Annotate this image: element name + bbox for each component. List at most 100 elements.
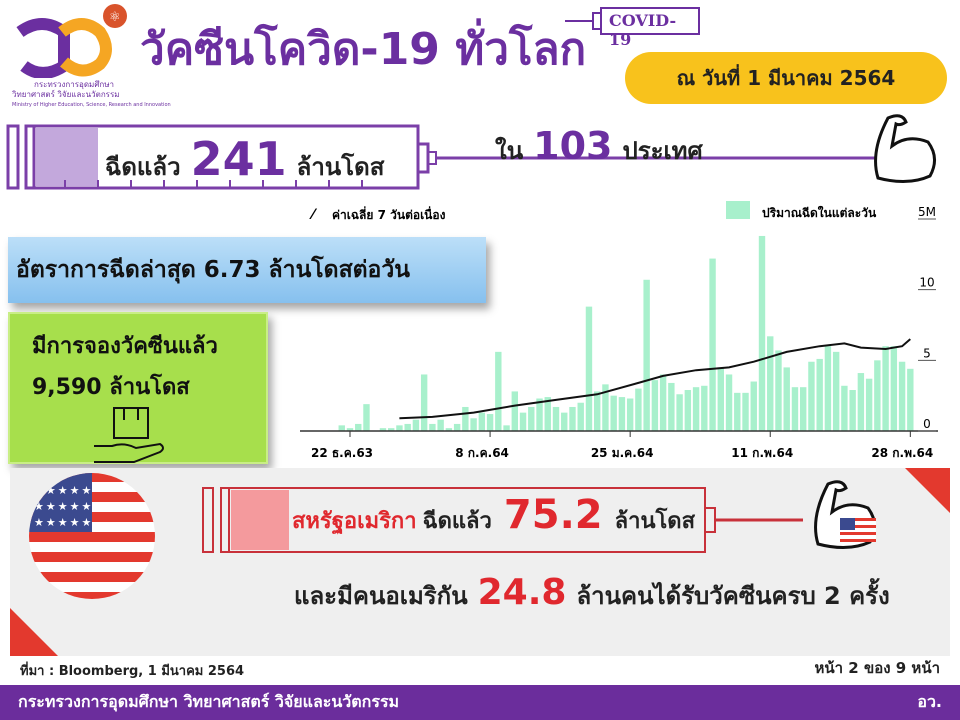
- line-legend-icon: ⁄: [309, 207, 318, 223]
- countries-prefix: ใน: [495, 137, 524, 165]
- daily-bar: [890, 346, 898, 431]
- daily-bar: [635, 388, 642, 431]
- footer-abbr: อว.: [917, 692, 942, 711]
- box-in-hand-icon: [94, 407, 164, 463]
- daily-bar: [701, 385, 708, 431]
- daily-bar: [758, 235, 766, 431]
- daily-bar: [783, 367, 790, 431]
- daily-bar: [511, 391, 518, 431]
- usa-flexed-arm-icon: [814, 480, 876, 549]
- daily-bar: [865, 378, 873, 431]
- usa-line2-suffix: ล้านคนได้รับวัคซีนครบ 2 ครั้ง: [576, 582, 890, 610]
- daily-bar: [841, 385, 848, 431]
- daily-bar: [445, 428, 453, 431]
- usa-doses-value: 75.2: [503, 492, 603, 538]
- svg-text:⚛: ⚛: [109, 10, 121, 25]
- daily-bar: [396, 425, 403, 431]
- daily-bar: [429, 423, 436, 431]
- daily-bar: [470, 418, 477, 431]
- daily-bar: [857, 373, 865, 431]
- logo-text: กระทรวงการอุดมศึกษา วิทยาศาสตร์ วิจัยและ…: [12, 80, 171, 110]
- usa-fully-vaccinated-value: 24.8: [477, 572, 567, 613]
- usa-country-name: สหรัฐอเมริกา: [292, 509, 417, 534]
- daily-bar: [544, 397, 551, 431]
- daily-bar: [561, 412, 568, 431]
- flexed-arm-icon: [874, 114, 936, 183]
- daily-bar: [552, 406, 560, 431]
- daily-bar: [882, 346, 889, 431]
- date-badge: ณ วันที่ 1 มีนาคม 2564: [625, 52, 947, 104]
- daily-bar: [363, 404, 370, 431]
- footer-bar: กระทรวงการอุดมศึกษา วิทยาศาสตร์ วิจัยและ…: [0, 685, 960, 720]
- daily-bar: [742, 392, 749, 431]
- covid-label: COVID-19: [609, 11, 677, 49]
- daily-bar: [618, 397, 626, 431]
- svg-text:★★★★★: ★★★★★: [34, 484, 93, 497]
- corner-decorations: [10, 468, 950, 656]
- legend-bar-label: ปริมาณฉีดในแต่ละวัน: [762, 205, 877, 220]
- daily-bar: [602, 384, 609, 431]
- usa-syringe-graphic: [202, 487, 803, 553]
- usa-doses-text: สหรัฐอเมริกา ฉีดแล้ว 75.2 ล้านโดส: [292, 492, 695, 538]
- daily-bar: [692, 387, 700, 431]
- usa-section: [10, 468, 950, 656]
- daily-bar: [486, 414, 494, 431]
- daily-bar: [898, 361, 906, 431]
- syringe-icon: [565, 7, 700, 35]
- daily-bar: [725, 374, 733, 431]
- logo-text-line: Ministry of Higher Education, Science, R…: [12, 102, 171, 108]
- daily-bar: [610, 395, 617, 431]
- daily-bar: [775, 350, 782, 431]
- daily-bar: [536, 398, 543, 431]
- daily-bar: [404, 423, 411, 431]
- daily-bar: [849, 390, 856, 431]
- daily-bar: [519, 412, 527, 431]
- daily-bar: [437, 419, 444, 431]
- legend-line-label: ค่าเฉลี่ย 7 วันต่อเนื่อง: [332, 206, 446, 222]
- doses-prefix: ฉีดแล้ว: [105, 153, 181, 181]
- daily-bar: [420, 374, 428, 431]
- daily-bar: [569, 406, 576, 431]
- svg-text:★★★★★: ★★★★★: [34, 516, 93, 529]
- daily-bar: [907, 368, 914, 431]
- daily-bar: [388, 428, 395, 431]
- daily-bar: [462, 406, 469, 431]
- usa-doses-prefix: ฉีดแล้ว: [422, 509, 492, 534]
- daily-vaccination-chart: 22 ธ.ค.63 8 ก.ค.64 25 ม.ค.64 11 ก.พ.64 28 ก.…: [300, 201, 938, 460]
- daily-bar: [585, 306, 593, 431]
- daily-bar: [684, 390, 692, 431]
- usa-flag-icon: ★★★★★ ★★★★★ ★★★★★: [29, 473, 155, 599]
- page-number: หน้า 2 ของ 9 หน้า: [814, 659, 940, 677]
- daily-bar: [528, 406, 535, 431]
- y-tick-label: 10: [919, 276, 934, 290]
- booked-line2: 9,590 ล้านโดส: [32, 375, 190, 400]
- bar-legend-swatch: [726, 201, 750, 219]
- svg-text:★★★★★: ★★★★★: [34, 500, 93, 513]
- daily-bar: [767, 336, 774, 431]
- daily-bar: [824, 346, 832, 431]
- daily-bar: [412, 419, 420, 431]
- x-tick-label: 22 ธ.ค.63: [311, 446, 373, 460]
- ministry-logo: ⚛: [16, 4, 127, 78]
- source-note: ที่มา : Bloomberg, 1 มีนาคม 2564: [20, 664, 245, 679]
- seven-day-average-line: [399, 338, 911, 420]
- daily-bar: [594, 391, 601, 431]
- daily-bar: [676, 394, 683, 431]
- x-tick-label: 8 ก.ค.64: [455, 446, 509, 460]
- countries-suffix: ประเทศ: [622, 137, 703, 165]
- footer-ministry: กระทรวงการอุดมศึกษา วิทยาศาสตร์ วิจัยและ…: [18, 692, 400, 711]
- daily-bar: [379, 428, 387, 431]
- daily-bar: [659, 374, 667, 431]
- global-doses-text: ฉีดแล้ว 241 ล้านโดส: [105, 132, 384, 186]
- y-tick-label: 0: [923, 417, 931, 431]
- countries-text: ใน 103 ประเทศ: [495, 124, 703, 170]
- daily-bar: [668, 382, 675, 431]
- x-tick-label: 25 ม.ค.64: [591, 446, 654, 460]
- logo-text-line: วิทยาศาสตร์ วิจัยและนวัตกรรม: [12, 90, 120, 99]
- usa-doses-unit: ล้านโดส: [614, 509, 696, 534]
- daily-bar: [750, 381, 757, 431]
- daily-bar: [346, 428, 354, 431]
- daily-bar: [355, 423, 362, 431]
- global-syringe-graphic: [6, 124, 920, 190]
- daily-bar: [651, 380, 659, 431]
